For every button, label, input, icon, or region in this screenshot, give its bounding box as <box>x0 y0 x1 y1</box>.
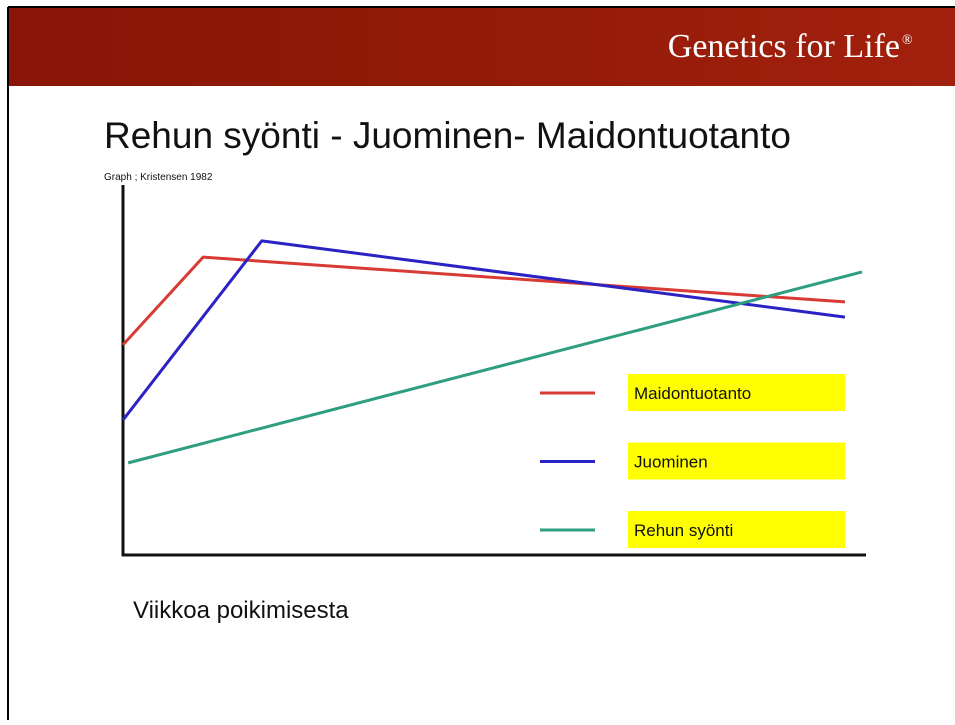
series-line <box>121 255 846 346</box>
plot: Maidontuotanto Juominen Rehun syönti <box>121 239 863 548</box>
series-line <box>127 270 863 465</box>
legend-label: Rehun syönti <box>634 521 733 540</box>
chart-title: Rehun syönti - Juominen- Maidontuotanto <box>104 115 791 156</box>
legend-label: Juominen <box>634 453 708 472</box>
brand: Genetics for Life <box>668 28 900 65</box>
header-band <box>8 8 955 86</box>
series-line <box>121 239 846 421</box>
legend-box <box>628 511 845 548</box>
chart-subtitle: Graph ; Kristensen 1982 <box>104 172 213 183</box>
x-axis-label: Viikkoa poikimisesta <box>133 597 349 624</box>
brand-mark: ® <box>902 33 913 48</box>
legend-box <box>628 374 845 411</box>
legend-box <box>628 442 845 480</box>
legend-label: Maidontuotanto <box>634 384 751 403</box>
